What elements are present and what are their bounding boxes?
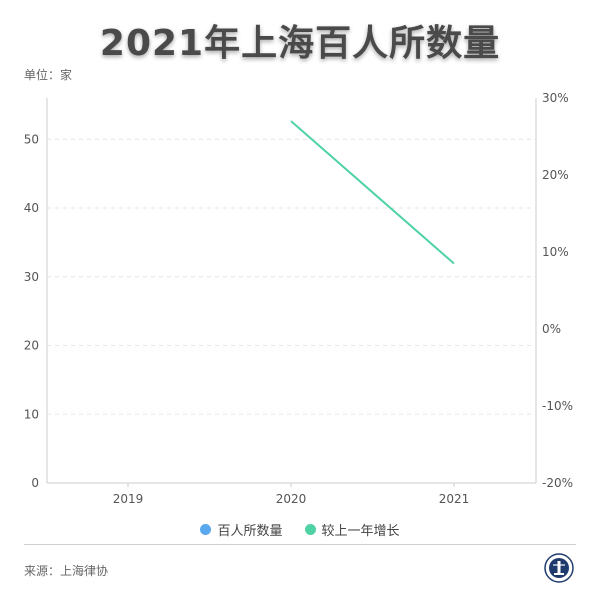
source-label: 来源：上海律协: [24, 564, 109, 578]
chart-title: 2021年上海百人所数量: [99, 23, 501, 64]
y-right-tick-label: 30%: [542, 91, 569, 105]
y-right-tick-label: -10%: [542, 399, 573, 413]
x-tick-label: 2019: [113, 492, 144, 506]
y-left-tick-label: 0: [31, 476, 39, 490]
legend-dot-series1: [200, 524, 212, 535]
legend-label-series2: 较上一年增长: [321, 524, 400, 539]
law-association-seal-icon: [544, 553, 574, 583]
legend-dot-series2: [304, 524, 316, 535]
y-right-tick-label: 20%: [542, 168, 569, 182]
legend-item-series2[interactable]: 较上一年增长: [304, 520, 400, 539]
x-tick-label: 2021: [439, 492, 470, 506]
legend: 百人所数量 较上一年增长: [0, 520, 600, 539]
y-left-tick-label: 20: [24, 339, 39, 353]
y-left-tick-label: 40: [24, 201, 39, 215]
series-line-2: [290, 120, 455, 265]
y-right-tick-label: 10%: [542, 245, 569, 259]
unit-label: 单位：家: [24, 68, 73, 82]
y-left-tick-label: 50: [24, 132, 39, 146]
y-left-tick-label: 10: [24, 407, 39, 421]
y-left-tick-label: 30: [24, 270, 39, 284]
y-right-tick-label: -20%: [542, 476, 573, 490]
y-right-tick-label: 0%: [542, 322, 561, 336]
x-tick-label: 2020: [276, 492, 307, 506]
footer-divider: [24, 544, 576, 545]
chart-area: 0 10 20 30 40 50 -20% -10% 0% 10% 20% 30% 2019 2020 20…: [24, 91, 573, 506]
legend-item-series1[interactable]: 百人所数量: [200, 520, 283, 539]
legend-label-series1: 百人所数量: [217, 524, 283, 539]
